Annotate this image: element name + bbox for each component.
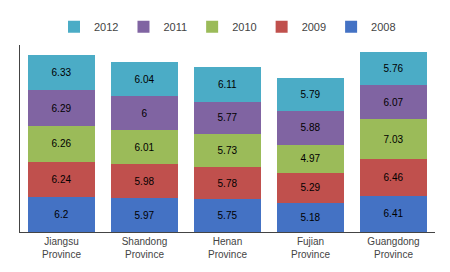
svg-text:6.29: 6.29 [52,103,72,114]
svg-text:6.24: 6.24 [52,174,72,185]
svg-text:5.77: 5.77 [218,112,238,123]
svg-text:6.41: 6.41 [384,208,404,219]
svg-text:5.75: 5.75 [218,210,238,221]
svg-text:4.97: 4.97 [301,153,321,164]
svg-text:6.2: 6.2 [54,209,68,220]
svg-text:5.18: 5.18 [301,212,321,223]
svg-text:HenanProvince: HenanProvince [208,236,247,260]
svg-text:5.98: 5.98 [135,176,155,187]
svg-text:7.03: 7.03 [384,134,404,145]
svg-text:2011: 2011 [163,21,187,33]
svg-text:2012: 2012 [94,21,118,33]
svg-text:JiangsuProvince: JiangsuProvince [42,236,81,260]
svg-text:2010: 2010 [232,21,256,33]
svg-text:6.46: 6.46 [384,172,404,183]
svg-text:5.88: 5.88 [301,122,321,133]
svg-text:6.04: 6.04 [135,74,155,85]
svg-text:5.97: 5.97 [135,210,155,221]
svg-text:6.26: 6.26 [52,138,72,149]
svg-text:5.73: 5.73 [218,145,238,156]
svg-text:6.11: 6.11 [218,79,237,90]
svg-text:ShandongProvince: ShandongProvince [122,236,168,260]
svg-text:5.76: 5.76 [384,63,404,74]
svg-text:6.01: 6.01 [135,142,155,153]
svg-text:5.78: 5.78 [218,178,238,189]
svg-text:2009: 2009 [302,21,326,33]
svg-text:5.29: 5.29 [301,182,321,193]
svg-text:6.07: 6.07 [384,97,404,108]
svg-text:6: 6 [142,108,148,119]
svg-text:2008: 2008 [371,21,395,33]
svg-text:GuangdongProvince: GuangdongProvince [367,236,419,260]
svg-text:6.33: 6.33 [52,67,72,78]
svg-text:FujianProvince: FujianProvince [291,236,330,260]
svg-text:5.79: 5.79 [301,89,321,100]
